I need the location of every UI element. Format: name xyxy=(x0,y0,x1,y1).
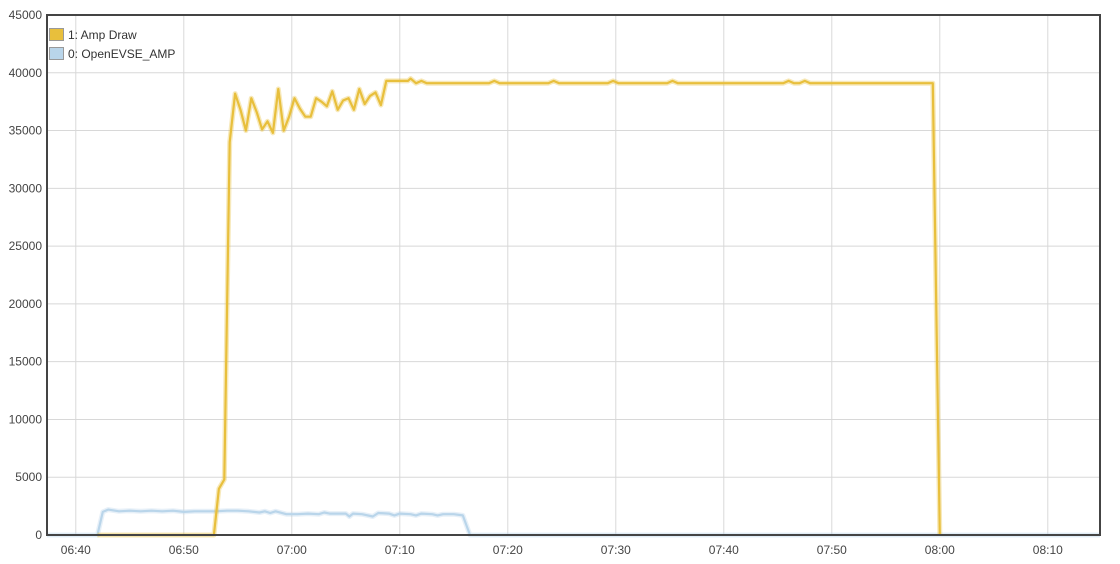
x-tick-label: 07:20 xyxy=(493,543,523,557)
y-tick-label: 0 xyxy=(35,528,42,542)
x-tick-label: 07:50 xyxy=(817,543,847,557)
legend-item-openevse-amp[interactable]: 0: OpenEVSE_AMP xyxy=(49,44,175,63)
y-tick-label: 20000 xyxy=(9,297,43,311)
x-tick-label: 07:00 xyxy=(277,543,307,557)
y-tick-label: 35000 xyxy=(9,124,43,138)
y-tick-label: 40000 xyxy=(9,66,43,80)
plot-area-border xyxy=(46,14,1101,536)
legend-item-amp-draw[interactable]: 1: Amp Draw xyxy=(49,25,175,44)
x-tick-label: 08:10 xyxy=(1033,543,1063,557)
x-tick-label: 06:40 xyxy=(61,543,91,557)
y-tick-label: 25000 xyxy=(9,239,43,253)
series-line-1-amp-draw xyxy=(97,77,941,537)
legend: 1: Amp Draw 0: OpenEVSE_AMP xyxy=(49,25,175,63)
y-tick-label: 45000 xyxy=(9,8,43,22)
y-tick-label: 30000 xyxy=(9,181,43,195)
legend-label-amp-draw: 1: Amp Draw xyxy=(68,27,137,42)
y-tick-label: 10000 xyxy=(9,412,43,426)
x-tick-label: 06:50 xyxy=(169,543,199,557)
y-tick-label: 5000 xyxy=(15,470,42,484)
y-tick-label: 15000 xyxy=(9,355,43,369)
x-tick-label: 07:40 xyxy=(709,543,739,557)
x-tick-label: 08:00 xyxy=(925,543,955,557)
x-tick-label: 07:10 xyxy=(385,543,415,557)
legend-label-openevse-amp: 0: OpenEVSE_AMP xyxy=(68,46,176,61)
legend-swatch-openevse-amp xyxy=(49,47,64,60)
legend-swatch-amp-draw xyxy=(49,28,64,41)
x-tick-label: 07:30 xyxy=(601,543,631,557)
